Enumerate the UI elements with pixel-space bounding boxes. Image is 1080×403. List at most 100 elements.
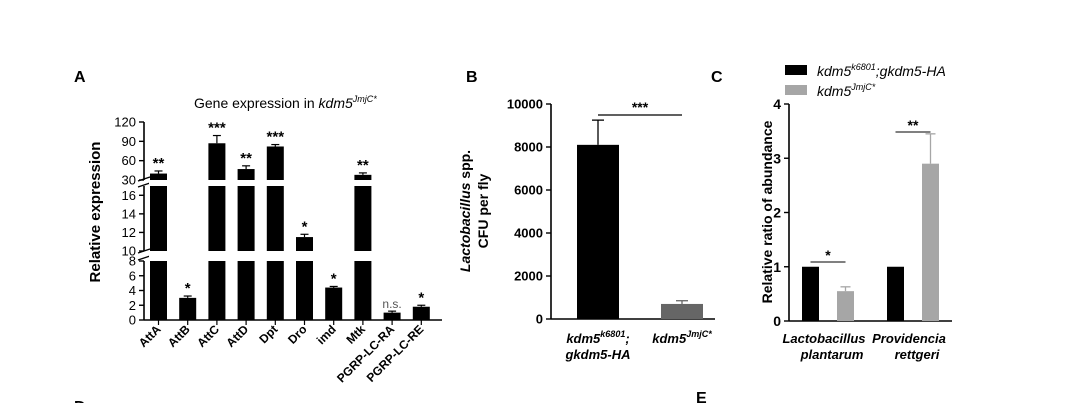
panel-a-x-tick-label: Mtk: [344, 322, 369, 347]
panel-a-significance: ***: [267, 129, 285, 146]
panel-b-y-tick-label: 8000: [514, 140, 543, 155]
panel-label-c: C: [711, 69, 723, 86]
panel-a-y-tick-label: 4: [129, 283, 136, 298]
panel-a-y-tick-label: 120: [114, 115, 136, 130]
panel-a-y-tick-label: 90: [122, 134, 136, 149]
panel-c-y-axis-label: Relative ratio of abundance: [759, 120, 775, 303]
panel-a-bar-break: [149, 251, 168, 261]
panel-a-axis-break: [137, 176, 151, 182]
panel-a-bar: [208, 143, 226, 320]
panel-a-axis-break: [137, 248, 151, 254]
panel-label-b: B: [466, 69, 478, 86]
panel-a-x-tick-label: AttC: [194, 322, 222, 350]
panel-a-x-tick-label: AttD: [223, 322, 251, 350]
panel-b-y-tick-label: 2000: [514, 269, 543, 284]
panel-c-y-tick-label: 4: [773, 96, 781, 112]
panel-c-x-tick-label: Providencia: [872, 331, 946, 346]
panel-b-x-tick-label: kdm5k6801;: [566, 329, 629, 346]
panel-a-bar-break: [353, 180, 373, 186]
panel-c-y-tick-label: 3: [773, 150, 781, 166]
panel-a-bar-break: [353, 251, 373, 261]
panel-b-bar: [577, 144, 619, 319]
panel-a-y-tick-label: 60: [122, 153, 136, 168]
panel-a-y-tick-label: 2: [129, 298, 136, 313]
panel-c-x-tick-label: Lactobacillus: [782, 331, 865, 346]
panel-a-bar: [237, 169, 255, 320]
panel-a-title: Gene expression in kdm5JmjC*: [194, 94, 377, 111]
panel-a-bar: [412, 306, 430, 320]
panel-a-bar-break: [149, 180, 168, 186]
panel-c-significance: *: [825, 247, 831, 263]
panel-b-y-axis-label: Lactobacillus spp.: [457, 150, 473, 272]
panel-a-axis-break: [137, 255, 151, 261]
panel-a-bar-break: [265, 180, 285, 186]
panel-a-bar-break: [207, 180, 227, 186]
panel-c-y-tick-label: 2: [773, 205, 781, 221]
panel-a-bar: [383, 312, 401, 320]
panel-c-bar: [887, 266, 904, 321]
panel-b-bar: [661, 303, 703, 319]
panel-a-bar-break: [265, 251, 285, 261]
panel-c-y-tick-label: 1: [773, 259, 781, 275]
panel-label-e: E: [696, 390, 707, 403]
panel-a-y-tick-label: 30: [122, 173, 136, 188]
panel-a-axis-break: [137, 182, 151, 188]
panel-a-y-tick-label: 14: [122, 206, 136, 221]
panel-b-x-tick-label-line2: gkdm5-HA: [564, 347, 630, 362]
panel-b-significance: ***: [632, 99, 649, 115]
panel-a-bar: [266, 146, 284, 320]
panel-a-y-tick-label: 8: [129, 254, 136, 269]
panel-a-y-axis-label: Relative expression: [87, 142, 104, 283]
panel-c-legend-label: kdm5JmjC*: [817, 82, 876, 99]
panel-a-significance: **: [153, 155, 165, 172]
panel-a-significance: *: [418, 289, 424, 306]
panel-a-y-tick-label: 10: [122, 244, 136, 259]
panel-a-bar-break: [295, 251, 314, 261]
panel-b-y-tick-label: 4000: [514, 226, 543, 241]
panel-b-chart: Lactobacillus spp. CFU per fly 0 2000 4000…: [457, 97, 715, 362]
panel-a-bar: [325, 287, 343, 320]
panel-a-y-tick-label: 6: [129, 268, 136, 283]
panel-a-bar-break: [236, 251, 256, 261]
panel-c-x-tick-label-line2: plantarum: [800, 347, 864, 362]
panel-a-significance: *: [185, 280, 191, 297]
panel-b-y-tick-label: 6000: [514, 183, 543, 198]
panel-a-x-tick-label: AttB: [165, 322, 193, 350]
panel-a-significance: *: [331, 270, 337, 287]
panel-a-x-tick-label: AttA: [136, 322, 164, 350]
panel-c-legend-swatch: [785, 85, 807, 95]
panel-c-y-tick-label: 0: [773, 313, 781, 329]
panel-a-bar: [296, 237, 313, 320]
panel-a-bar-break: [207, 251, 227, 261]
panel-a-bar: [150, 173, 167, 320]
panel-c-chart: Relative ratio of abundance 01234***Lact…: [759, 62, 952, 362]
panel-a-x-tick-label: imd: [314, 322, 339, 347]
panel-a-y-tick-label: 12: [122, 225, 136, 240]
panel-c-significance: **: [908, 117, 919, 133]
panel-b-y-tick-label: 0: [536, 312, 543, 327]
panel-c-x-tick-label-line2: rettgeri: [895, 347, 940, 362]
panel-c-legend-swatch: [785, 65, 807, 75]
panel-a-significance: **: [357, 157, 369, 174]
panel-a-significance: **: [240, 150, 252, 167]
panel-a-significance: n.s.: [382, 297, 401, 311]
panel-label-d: D: [74, 399, 86, 403]
panel-a-bar-break: [236, 180, 256, 186]
panel-c-bar: [837, 291, 854, 321]
panel-a-x-tick-label: Dro: [285, 322, 310, 347]
panel-a-x-tick-label: Dpt: [256, 322, 280, 346]
panel-c-legend-label: kdm5k6801;gkdm5-HA: [817, 62, 946, 79]
panel-a-y-tick-label: 0: [129, 313, 136, 328]
panel-a-significance: *: [302, 218, 308, 235]
panel-a-chart: Gene expression in kdm5JmjC* Relative ex…: [87, 94, 442, 385]
panel-a-bar: [354, 174, 372, 320]
panel-a-significance: ***: [208, 120, 226, 137]
panel-a-y-tick-label: 16: [122, 188, 136, 203]
panel-c-bar: [802, 266, 819, 321]
panel-b-x-tick-label: kdm5JmjC*: [652, 329, 712, 346]
panel-a-bar: [179, 297, 197, 320]
panel-b-y-axis-label-line2: CFU per fly: [475, 173, 491, 248]
panel-b-y-tick-label: 10000: [507, 97, 543, 112]
panel-c-bar: [922, 163, 939, 321]
